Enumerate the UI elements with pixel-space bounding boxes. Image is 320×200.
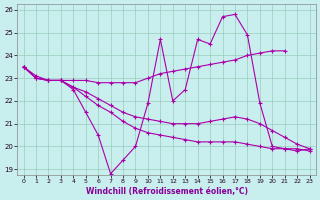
- X-axis label: Windchill (Refroidissement éolien,°C): Windchill (Refroidissement éolien,°C): [85, 187, 248, 196]
